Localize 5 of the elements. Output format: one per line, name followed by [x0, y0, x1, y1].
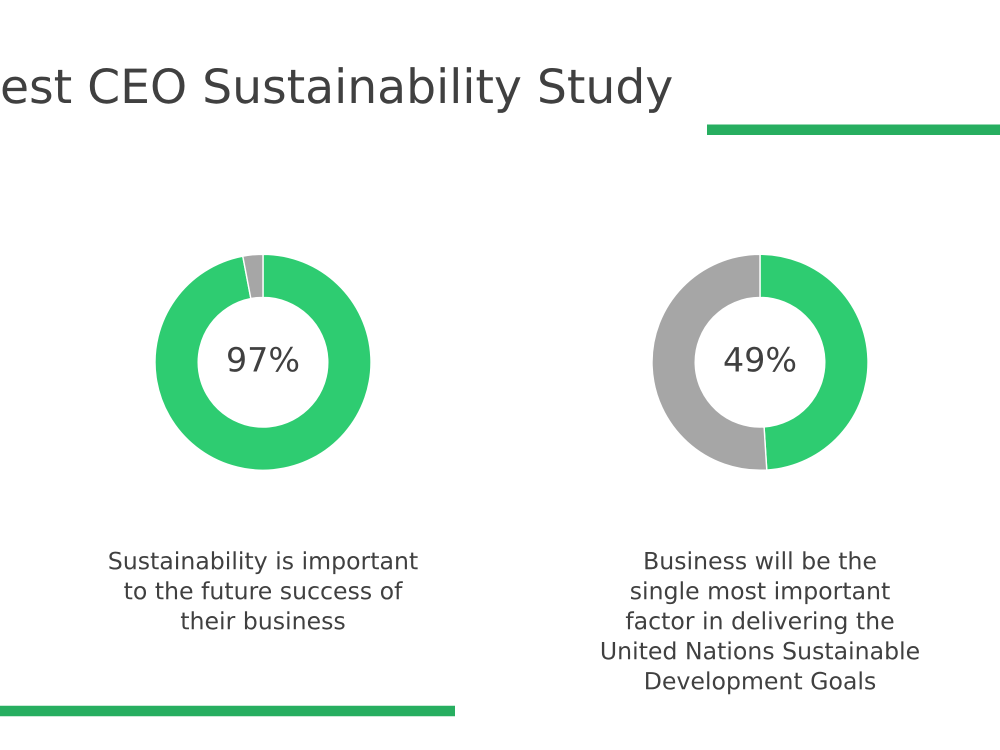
data-label: 97% [228, 346, 298, 372]
text: Business will be the single most important factor in delivering the United Nations Sustainable Development Goals [602, 551, 919, 694]
text: Sustainability is important to the future success of their business [109, 551, 418, 630]
chart-title: est CEO Sustainability Study [2, 67, 672, 113]
data-label: 49% [724, 346, 796, 372]
